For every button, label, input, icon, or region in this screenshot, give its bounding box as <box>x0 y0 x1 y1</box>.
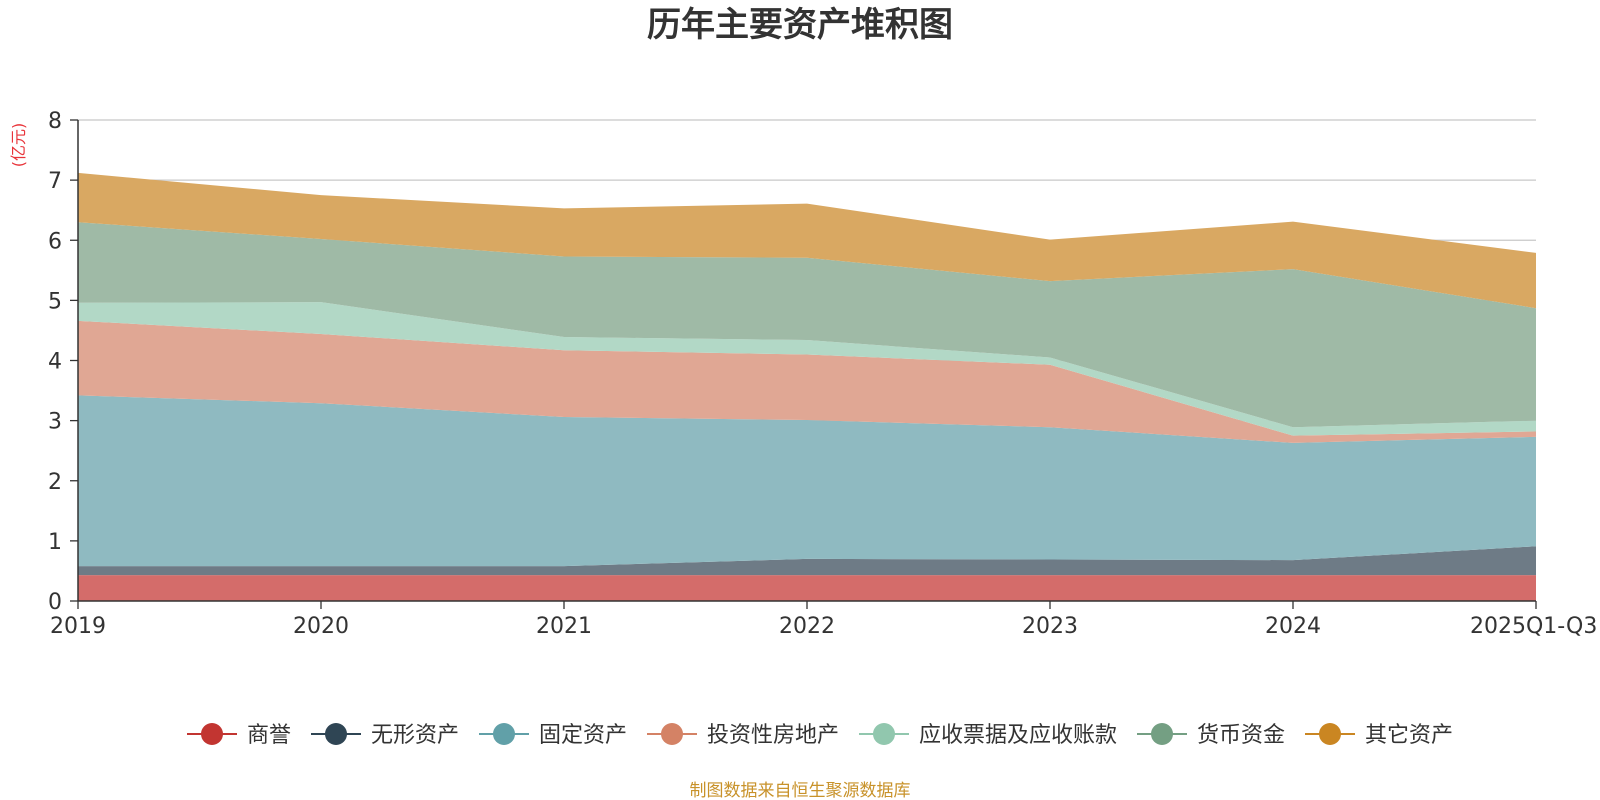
legend-item-0[interactable]: 商誉 <box>187 723 291 748</box>
legend-item-6[interactable]: 其它资产 <box>1305 723 1453 748</box>
x-tick-label-2024: 2024 <box>1265 614 1321 639</box>
legend-label-2: 固定资产 <box>539 723 627 748</box>
x-tick-label-2023: 2023 <box>1022 614 1078 639</box>
legend-label-4: 应收票据及应收账款 <box>919 723 1117 748</box>
area-series-6[interactable] <box>78 172 1536 309</box>
legend-item-1[interactable]: 无形资产 <box>311 723 459 748</box>
legend-item-5[interactable]: 货币资金 <box>1137 723 1285 748</box>
area-series-1[interactable] <box>78 546 1536 576</box>
y-tick-label-5: 5 <box>48 289 62 314</box>
legend-label-3: 投资性房地产 <box>707 723 839 748</box>
legend-marker-4 <box>873 723 895 745</box>
legend-marker-1 <box>325 723 347 745</box>
area-series-2[interactable] <box>78 395 1536 567</box>
y-tick-label-8: 8 <box>48 109 62 134</box>
legend-marker-0 <box>201 723 223 745</box>
y-tick-label-7: 7 <box>48 169 62 194</box>
x-tick-label-2020: 2020 <box>293 614 349 639</box>
area-series-3[interactable] <box>78 320 1536 443</box>
y-axis-unit-label: (亿元) <box>9 123 28 168</box>
legend: 商誉 无形资产 固定资产 投资性房地产 应收票据及应收账款 货币资金 其它资产 <box>187 723 1453 748</box>
legend-marker-5 <box>1151 723 1173 745</box>
legend-label-0: 商誉 <box>247 723 291 748</box>
legend-label-5: 货币资金 <box>1197 723 1285 748</box>
data-source-note: 制图数据来自恒生聚源数据库 <box>690 781 911 800</box>
area-series-4[interactable] <box>78 302 1536 436</box>
legend-label-6: 其它资产 <box>1365 723 1453 748</box>
y-tick-label-1: 1 <box>48 530 62 555</box>
y-tick-label-0: 0 <box>48 590 62 615</box>
axes: 0 1 2 3 4 5 6 7 8 2019 2020 2021 2022 2023 2024 2025Q1-… <box>48 109 1597 639</box>
legend-label-1: 无形资产 <box>371 723 459 748</box>
chart-title: 历年主要资产堆积图 <box>647 5 953 45</box>
area-series-group <box>78 172 1536 601</box>
legend-marker-3 <box>661 723 683 745</box>
legend-item-2[interactable]: 固定资产 <box>479 723 627 748</box>
y-tick-label-3: 3 <box>48 410 62 435</box>
x-tick-label-2022: 2022 <box>779 614 835 639</box>
y-tick-label-4: 4 <box>48 350 62 375</box>
area-series-5[interactable] <box>78 222 1536 428</box>
x-tick-label-2021: 2021 <box>536 614 592 639</box>
x-tick-label-2025Q1-Q3: 2025Q1-Q3 <box>1470 614 1597 639</box>
legend-marker-2 <box>493 723 515 745</box>
legend-item-4[interactable]: 应收票据及应收账款 <box>859 723 1117 748</box>
legend-item-3[interactable]: 投资性房地产 <box>647 723 839 748</box>
y-tick-label-2: 2 <box>48 470 62 495</box>
legend-marker-6 <box>1319 723 1341 745</box>
x-tick-label-2019: 2019 <box>50 614 106 639</box>
area-series-0[interactable] <box>78 575 1536 601</box>
y-tick-label-6: 6 <box>48 229 62 254</box>
